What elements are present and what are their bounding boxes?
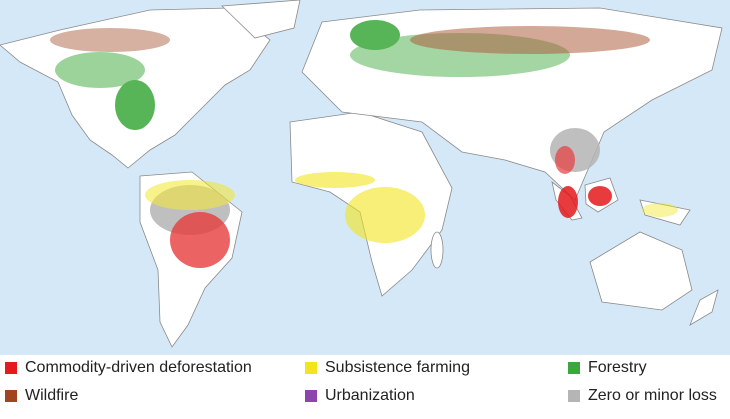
legend: Commodity-driven deforestation Subsistenc… bbox=[0, 355, 730, 419]
legend-swatch bbox=[568, 362, 580, 374]
patch bbox=[55, 52, 145, 88]
loss-overlay bbox=[50, 20, 678, 268]
legend-swatch bbox=[5, 362, 17, 374]
madagascar bbox=[430, 231, 444, 269]
patch bbox=[588, 186, 612, 206]
patch bbox=[350, 33, 570, 77]
new-guinea bbox=[639, 199, 691, 226]
new-zealand bbox=[689, 289, 719, 326]
legend-label: Zero or minor loss bbox=[588, 387, 717, 404]
legend-swatch bbox=[5, 390, 17, 402]
legend-swatch bbox=[305, 390, 317, 402]
legend-label: Forestry bbox=[588, 359, 647, 376]
patch bbox=[170, 212, 230, 268]
world-map bbox=[0, 0, 730, 355]
greenland bbox=[221, 0, 301, 39]
patch bbox=[642, 203, 678, 217]
patch bbox=[295, 172, 375, 188]
patch bbox=[115, 80, 155, 130]
legend-item: Urbanization bbox=[305, 387, 415, 405]
legend-label: Wildfire bbox=[25, 387, 79, 404]
legend-item: Wildfire bbox=[5, 387, 78, 405]
patch bbox=[145, 180, 235, 210]
legend-label: Commodity-driven deforestation bbox=[25, 359, 252, 376]
legend-item: Zero or minor loss bbox=[568, 387, 717, 405]
patch bbox=[345, 187, 425, 243]
legend-item: Commodity-driven deforestation bbox=[5, 359, 252, 377]
patch bbox=[555, 146, 575, 174]
patch bbox=[410, 26, 650, 54]
australia bbox=[589, 231, 693, 311]
legend-item: Subsistence farming bbox=[305, 359, 470, 377]
legend-swatch bbox=[568, 390, 580, 402]
patch bbox=[50, 28, 170, 52]
legend-swatch bbox=[305, 362, 317, 374]
legend-label: Subsistence farming bbox=[325, 359, 470, 376]
legend-item: Forestry bbox=[568, 359, 647, 377]
patch bbox=[558, 186, 578, 218]
patch bbox=[350, 20, 400, 50]
legend-label: Urbanization bbox=[325, 387, 415, 404]
